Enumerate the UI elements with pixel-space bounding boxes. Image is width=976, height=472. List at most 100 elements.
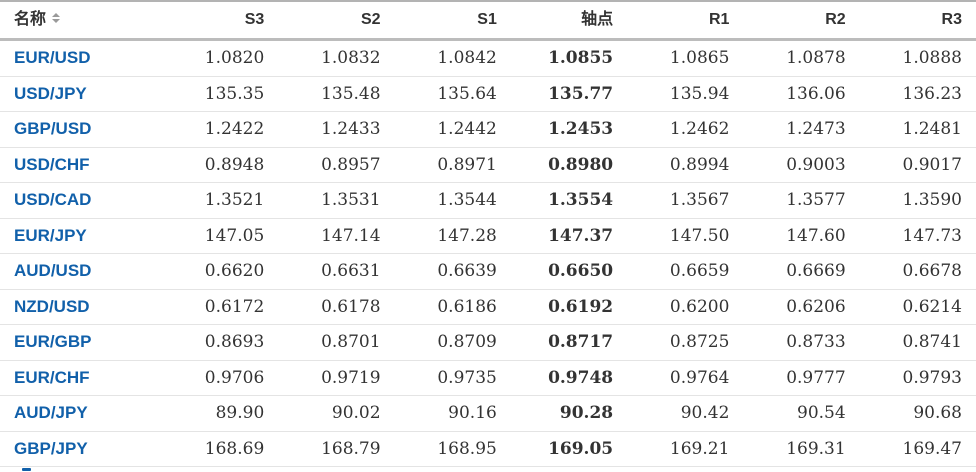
column-header-s1: S1 — [394, 1, 511, 41]
currency-pair-link[interactable]: GBP/JPY — [0, 431, 162, 467]
r1-value: 0.6200 — [627, 289, 744, 325]
r2-value: 1.0878 — [743, 39, 860, 77]
s2-value: 0.6631 — [278, 253, 395, 290]
table-row: AUD/USD 0.6620 0.6631 0.6639 0.6650 0.6659 0.6… — [0, 253, 976, 290]
pivot-value: 1.2453 — [510, 111, 628, 148]
s3-value: 0.8693 — [162, 324, 279, 361]
sort-descending-arrow — [52, 19, 61, 24]
column-header-label: R1 — [708, 11, 730, 28]
table-row: GBP/USD 1.2422 1.2433 1.2442 1.2453 1.2462 1.2… — [0, 111, 976, 148]
table-row: USD/JPY 135.35 135.48 135.64 135.77 135.94 136… — [0, 76, 976, 112]
currency-pair-link[interactable]: EUR/JPY — [0, 218, 162, 254]
currency-pair-link[interactable]: GBP/USD — [0, 111, 162, 148]
r3-value: 1.2481 — [859, 111, 976, 148]
column-header-s2: S2 — [278, 1, 395, 41]
r2-value: 90.54 — [743, 395, 860, 432]
column-header-label: R2 — [825, 11, 846, 28]
table-row: GBP/JPY 168.69 168.79 168.95 169.05 169.21 169… — [0, 431, 976, 467]
currency-pair-link[interactable]: USD/CAD — [0, 182, 162, 219]
currency-pair-link[interactable]: EUR/USD — [0, 39, 162, 77]
table-row: AUD/JPY 89.90 90.02 90.16 90.28 90.42 90.54 90.… — [0, 395, 976, 432]
r2-value: 0.6669 — [743, 253, 860, 290]
r2-value: 0.6206 — [743, 289, 860, 325]
s2-value: 90.02 — [278, 395, 395, 432]
s1-value: 1.2442 — [394, 111, 511, 148]
pivot-value: 90.28 — [510, 395, 628, 432]
r3-value: 0.8741 — [859, 324, 976, 361]
currency-pair-link[interactable]: AUD/USD — [0, 253, 162, 290]
table-row: EUR/GBP 0.8693 0.8701 0.8709 0.8717 0.8725 0.8… — [0, 324, 976, 361]
s3-value: 89.90 — [162, 395, 279, 432]
currency-pair-link[interactable]: USD/CHF — [0, 147, 162, 183]
column-header-label: S3 — [244, 11, 265, 28]
sort-arrows-icon[interactable] — [52, 13, 61, 24]
s3-value: 147.05 — [162, 218, 279, 254]
r2-value: 0.8733 — [743, 324, 860, 361]
column-header-label: 轴点 — [581, 11, 614, 28]
column-header-name[interactable]: 名称 — [0, 1, 162, 41]
r1-value: 90.42 — [627, 395, 744, 432]
s3-value: 0.9706 — [162, 360, 279, 396]
currency-pair-link[interactable]: AUD/JPY — [0, 395, 162, 432]
pivot-value: 1.0855 — [510, 39, 628, 77]
s1-value: 168.95 — [394, 431, 511, 467]
r2-value: 0.9777 — [743, 360, 860, 396]
table-row: EUR/CHF 0.9706 0.9719 0.9735 0.9748 0.9764 0.9… — [0, 360, 976, 396]
r3-value: 0.9017 — [859, 147, 976, 183]
column-header-r3: R3 — [859, 1, 976, 41]
r2-value: 0.9003 — [743, 147, 860, 183]
s1-value: 135.64 — [394, 76, 511, 112]
r1-value: 135.94 — [627, 76, 744, 112]
r3-value: 0.6678 — [859, 253, 976, 290]
pivot-value: 0.8980 — [510, 147, 628, 183]
s3-value: 0.6620 — [162, 253, 279, 290]
r3-value: 1.0888 — [859, 39, 976, 77]
s3-value: 135.35 — [162, 76, 279, 112]
s1-value: 0.9735 — [394, 360, 511, 396]
column-header-r2: R2 — [743, 1, 860, 41]
s1-value: 0.6639 — [394, 253, 511, 290]
currency-pair-link[interactable]: EUR/GBP — [0, 324, 162, 361]
pivot-value: 135.77 — [510, 76, 628, 112]
currency-pair-link[interactable]: EUR/CHF — [0, 360, 162, 396]
s2-value: 1.2433 — [278, 111, 395, 148]
column-header-s3: S3 — [162, 1, 279, 41]
r2-value: 169.31 — [743, 431, 860, 467]
s1-value: 90.16 — [394, 395, 511, 432]
r1-value: 169.21 — [627, 431, 744, 467]
r1-value: 0.9764 — [627, 360, 744, 396]
r3-value: 0.9793 — [859, 360, 976, 396]
r2-value: 1.2473 — [743, 111, 860, 148]
r3-value: 90.68 — [859, 395, 976, 432]
table-body: EUR/USD 1.0820 1.0832 1.0842 1.0855 1.0865 1.0… — [0, 39, 976, 467]
currency-pair-link[interactable]: NZD/USD — [0, 289, 162, 325]
table-row: EUR/JPY 147.05 147.14 147.28 147.37 147.50 147… — [0, 218, 976, 254]
s1-value: 0.8709 — [394, 324, 511, 361]
currency-pair-link[interactable]: USD/JPY — [0, 76, 162, 112]
r1-value: 1.2462 — [627, 111, 744, 148]
s2-value: 1.0832 — [278, 39, 395, 77]
s3-value: 168.69 — [162, 431, 279, 467]
s3-value: 1.0820 — [162, 39, 279, 77]
s2-value: 147.14 — [278, 218, 395, 254]
r1-value: 1.0865 — [627, 39, 744, 77]
r3-value: 147.73 — [859, 218, 976, 254]
pivot-value: 0.6192 — [510, 289, 628, 325]
s1-value: 1.3544 — [394, 182, 511, 219]
s2-value: 0.6178 — [278, 289, 395, 325]
pivot-value: 147.37 — [510, 218, 628, 254]
r1-value: 0.8725 — [627, 324, 744, 361]
header-row: 名称 S3 S2 S1 轴点 R1 R2 R3 — [0, 1, 976, 41]
pivot-value: 169.05 — [510, 431, 628, 467]
clipped-next-row-sliver — [22, 468, 31, 471]
s3-value: 0.8948 — [162, 147, 279, 183]
s2-value: 0.9719 — [278, 360, 395, 396]
s3-value: 0.6172 — [162, 289, 279, 325]
r2-value: 1.3577 — [743, 182, 860, 219]
r2-value: 136.06 — [743, 76, 860, 112]
r1-value: 0.6659 — [627, 253, 744, 290]
s1-value: 0.8971 — [394, 147, 511, 183]
table-row: EUR/USD 1.0820 1.0832 1.0842 1.0855 1.0865 1.0… — [0, 39, 976, 77]
r2-value: 147.60 — [743, 218, 860, 254]
